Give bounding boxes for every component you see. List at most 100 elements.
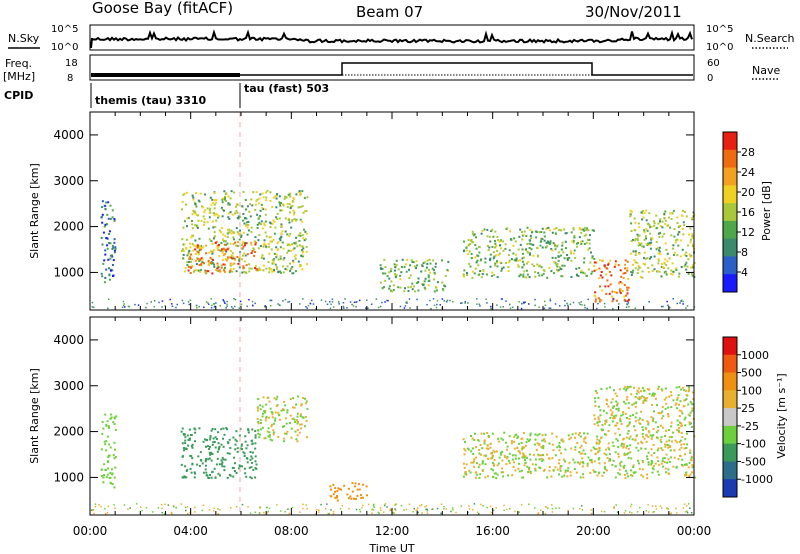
data-cell xyxy=(202,504,205,507)
data-cell xyxy=(623,284,626,287)
data-cell xyxy=(114,456,117,458)
data-cell xyxy=(674,241,677,244)
data-cell xyxy=(585,241,588,244)
data-cell xyxy=(500,298,503,300)
data-cell xyxy=(182,193,185,196)
colorbar-frame xyxy=(722,336,738,498)
velocity-y-axis-label: Slant Range [km] xyxy=(28,368,41,464)
data-cell xyxy=(576,442,579,444)
data-cell xyxy=(680,432,683,435)
data-cell xyxy=(521,238,524,241)
data-cell xyxy=(532,453,535,456)
data-cell xyxy=(221,465,224,468)
data-cell xyxy=(213,207,216,210)
data-cell xyxy=(640,474,643,477)
data-cell xyxy=(283,400,286,403)
data-cell xyxy=(689,241,692,244)
data-cell xyxy=(242,242,245,244)
data-cell xyxy=(561,241,564,244)
data-cell xyxy=(296,421,299,423)
data-cell xyxy=(196,244,199,247)
data-cell xyxy=(637,387,640,390)
data-cell xyxy=(415,267,417,270)
data-cell xyxy=(282,258,285,261)
data-cell xyxy=(337,487,340,490)
data-cell xyxy=(197,251,200,254)
data-cell xyxy=(570,259,573,262)
data-cell xyxy=(372,509,375,511)
data-cell xyxy=(104,205,107,208)
data-cell xyxy=(614,465,617,468)
data-cell xyxy=(254,436,257,439)
data-cell xyxy=(486,235,489,238)
data-cell xyxy=(638,462,640,465)
data-cell xyxy=(373,503,375,506)
data-cell xyxy=(305,419,308,422)
data-cell xyxy=(416,264,419,267)
data-cell xyxy=(227,212,230,215)
data-cell xyxy=(612,417,615,420)
data-cell xyxy=(226,305,228,307)
data-cell xyxy=(474,267,477,270)
data-cell xyxy=(222,263,225,266)
data-cell xyxy=(232,307,234,310)
data-cell xyxy=(299,232,302,235)
colorbar-tick-label: 24 xyxy=(741,166,755,179)
data-cell xyxy=(258,234,261,237)
data-cell xyxy=(215,201,218,204)
data-cell xyxy=(619,420,622,423)
data-cell xyxy=(634,251,637,254)
data-cell xyxy=(480,503,482,506)
colorbar-tick-label: 100 xyxy=(741,384,762,397)
data-cell xyxy=(91,306,94,308)
data-cell xyxy=(641,270,644,273)
data-cell xyxy=(306,407,309,410)
data-cell xyxy=(288,300,291,303)
data-cell xyxy=(478,448,481,451)
data-cell xyxy=(585,233,588,236)
data-cell xyxy=(280,232,283,235)
data-cell xyxy=(624,453,627,456)
data-cell xyxy=(417,277,420,280)
data-cell xyxy=(505,300,507,302)
data-cell xyxy=(261,415,264,418)
data-cell xyxy=(194,440,196,443)
data-cell xyxy=(655,227,658,230)
data-cell xyxy=(289,269,292,272)
data-cell xyxy=(292,209,295,212)
data-cell xyxy=(665,273,668,276)
data-cell xyxy=(583,234,586,237)
data-cell xyxy=(105,440,108,443)
data-cell xyxy=(672,244,675,247)
data-cell xyxy=(675,507,677,510)
data-cell xyxy=(493,451,496,454)
data-cell xyxy=(617,407,620,410)
data-cell xyxy=(681,458,684,461)
data-cell xyxy=(206,207,209,210)
data-cell xyxy=(660,441,663,443)
data-cell xyxy=(678,409,681,412)
data-cell xyxy=(691,274,694,277)
colorbar-tick-label: 500 xyxy=(741,367,762,380)
data-cell xyxy=(600,428,603,431)
data-cell xyxy=(490,511,493,514)
data-cell xyxy=(243,252,246,255)
data-cell xyxy=(233,257,236,260)
data-cell xyxy=(638,252,641,255)
data-cell xyxy=(521,260,524,263)
data-cell xyxy=(496,450,498,453)
data-cell xyxy=(249,476,252,479)
data-cell xyxy=(612,405,615,408)
data-cell xyxy=(106,213,109,216)
data-cell xyxy=(685,394,688,397)
data-cell xyxy=(683,503,686,505)
data-cell xyxy=(248,263,251,266)
data-cell xyxy=(274,419,276,422)
data-cell xyxy=(468,250,471,253)
data-cell xyxy=(275,253,278,256)
data-cell xyxy=(636,272,639,274)
data-cell xyxy=(560,229,563,232)
data-cell xyxy=(593,447,596,450)
data-cell xyxy=(502,249,505,252)
data-cell xyxy=(655,505,657,507)
